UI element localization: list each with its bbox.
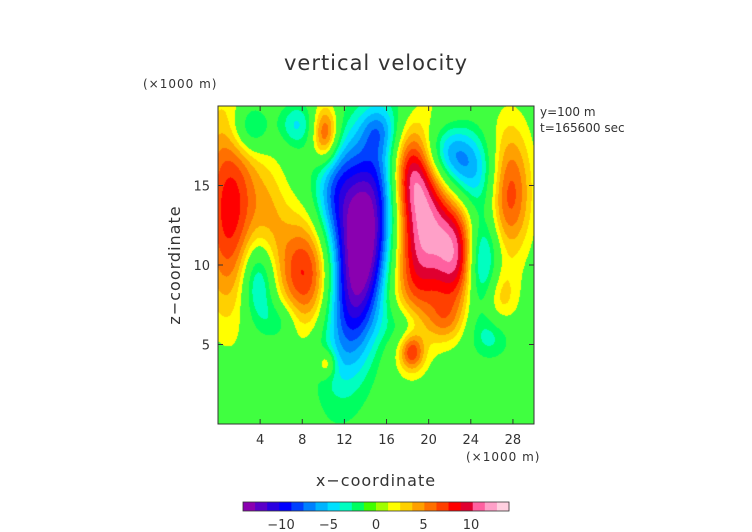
colorbar-swatch xyxy=(363,502,377,511)
y-tick-label: 5 xyxy=(202,339,210,354)
colorbar-tick-label: −10 xyxy=(267,518,294,532)
x-tick-label: 28 xyxy=(505,433,522,448)
y-tick-label: 15 xyxy=(193,180,210,195)
colorbar-ticks: −10 −5 0 5 10 xyxy=(267,518,479,532)
contour-field xyxy=(218,106,534,424)
colorbar-swatch xyxy=(315,502,329,511)
colorbar-tick-label: 5 xyxy=(419,518,427,532)
y-axis: 5 10 15 xyxy=(193,180,534,354)
colorbar-swatch xyxy=(255,502,268,511)
colorbar xyxy=(242,501,510,512)
annotation-t: t=165600 sec xyxy=(540,121,625,135)
colorbar-swatch xyxy=(267,502,280,511)
colorbar-swatch xyxy=(448,502,462,511)
colorbar-swatch xyxy=(327,502,341,511)
colorbar-swatch xyxy=(400,502,413,511)
colorbar-tick-label: 0 xyxy=(372,518,380,532)
colorbar-swatch xyxy=(291,502,304,511)
colorbar-swatch xyxy=(460,502,474,511)
x-unit-label: (×1000 m) xyxy=(466,450,540,464)
y-tick-label: 10 xyxy=(193,259,210,274)
x-tick-label: 20 xyxy=(420,433,437,448)
x-axis: 4 8 12 16 20 24 28 xyxy=(256,106,521,448)
colorbar-tick-label: −5 xyxy=(319,518,338,532)
annotation-y: y=100 m xyxy=(540,105,596,119)
plot-area: 4 8 12 16 20 24 28 5 10 15 xyxy=(193,105,535,448)
colorbar-swatch xyxy=(496,502,510,511)
y-unit-label: (×1000 m) xyxy=(143,77,217,91)
y-axis-label: z−coordinate xyxy=(165,205,184,324)
colorbar-swatch xyxy=(243,502,256,511)
x-tick-label: 8 xyxy=(298,433,306,448)
colorbar-swatch xyxy=(484,502,498,511)
colorbar-swatch xyxy=(424,502,437,511)
colorbar-tick-label: 10 xyxy=(463,518,480,532)
colorbar-swatch xyxy=(303,502,317,511)
x-tick-label: 24 xyxy=(463,433,480,448)
x-tick-label: 16 xyxy=(378,433,395,448)
x-tick-label: 12 xyxy=(336,433,353,448)
x-tick-label: 4 xyxy=(256,433,264,448)
x-axis-label: x−coordinate xyxy=(316,471,436,490)
colorbar-swatch xyxy=(339,502,353,511)
chart-title: vertical velocity xyxy=(284,51,468,75)
colorbar-swatch xyxy=(472,502,486,511)
colorbar-swatch xyxy=(388,502,401,511)
colorbar-swatch xyxy=(351,502,365,511)
colorbar-swatch xyxy=(376,502,389,511)
colorbar-swatch xyxy=(412,502,425,511)
colorbar-swatch xyxy=(436,502,450,511)
colorbar-swatch xyxy=(279,502,292,511)
colorbar-frame xyxy=(242,501,510,512)
